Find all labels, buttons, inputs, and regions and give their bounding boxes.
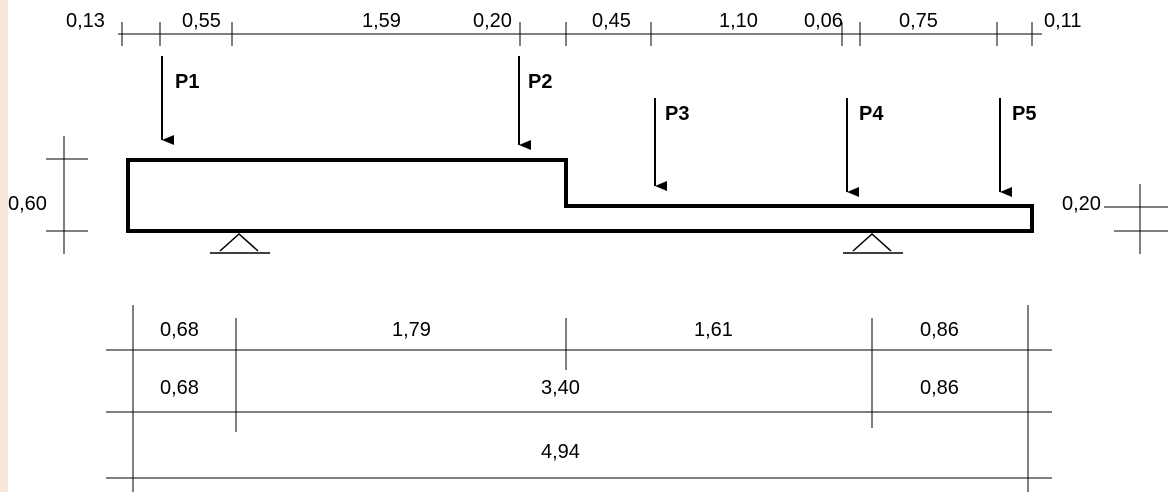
beam-outline (126, 158, 1034, 233)
top-dim-label: 0,13 (66, 10, 105, 32)
bottom-dim-label: 0,68 (160, 319, 199, 341)
load-label-p4: P4 (859, 103, 884, 125)
top-dim-label: 1,10 (719, 10, 758, 32)
bottom-dim-label: 4,94 (541, 441, 580, 463)
top-dimension-line (118, 22, 1042, 46)
load-label-p2: P2 (528, 71, 552, 93)
load-label-p3: P3 (665, 103, 689, 125)
top-dim-label: 0,75 (899, 10, 938, 32)
bottom-dim-label: 1,79 (392, 319, 431, 341)
bottom-dimension-grid (106, 305, 1052, 492)
bottom-dim-label: 0,68 (160, 377, 199, 399)
load-label-p1: P1 (175, 71, 199, 93)
bottom-dim-label: 0,86 (920, 377, 959, 399)
support-left (210, 232, 270, 254)
load-label-p5: P5 (1012, 103, 1036, 125)
right-height-label: 0,20 (1062, 193, 1101, 215)
bottom-dim-label: 3,40 (541, 377, 580, 399)
bottom-dim-label: 0,86 (920, 319, 959, 341)
support-right (843, 232, 903, 254)
left-height-dimension (46, 136, 88, 254)
top-dim-label: 0,45 (592, 10, 631, 32)
top-dim-label: 0,06 (804, 10, 843, 32)
bottom-dim-label: 1,61 (694, 319, 733, 341)
top-dim-label: 0,20 (473, 10, 512, 32)
top-dim-label: 0,55 (182, 10, 221, 32)
right-height-dimension (1104, 184, 1168, 254)
left-edge-strip (0, 0, 8, 492)
left-height-label: 0,60 (8, 193, 47, 215)
top-dim-label: 0,11 (1044, 10, 1081, 32)
top-dim-label: 1,59 (362, 10, 401, 32)
